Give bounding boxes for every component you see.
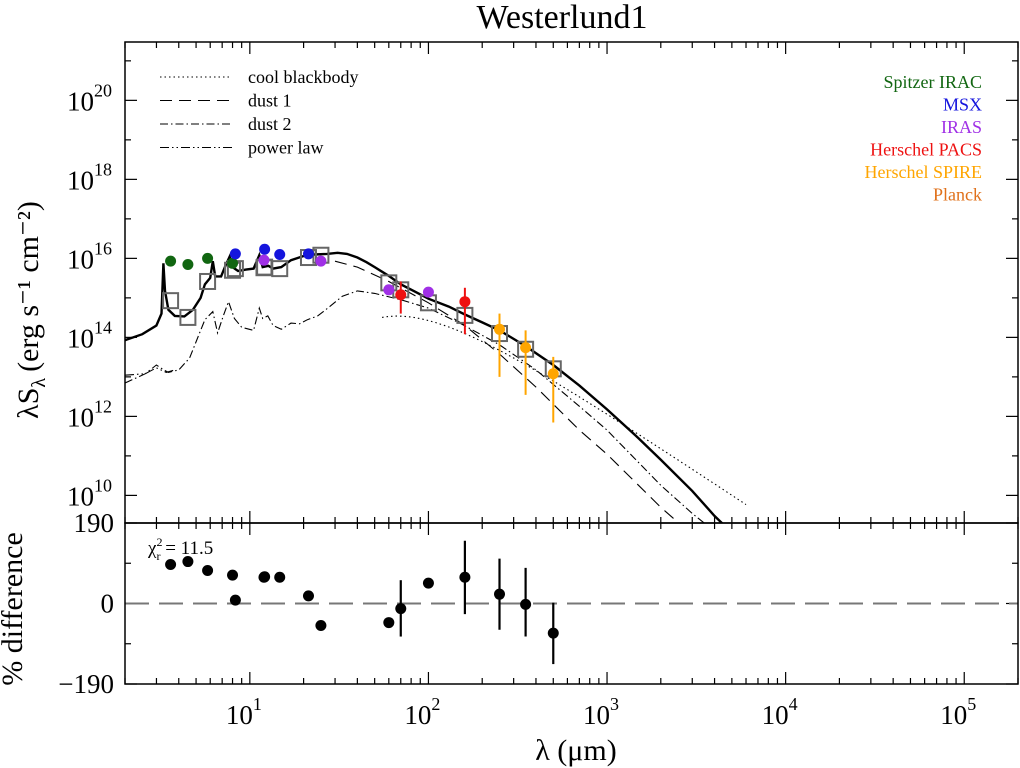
legend-line-label: power law	[248, 138, 323, 158]
sed-axes-ticks	[124, 42, 1019, 523]
residual-point	[395, 603, 407, 615]
residual-point	[259, 571, 271, 583]
model-photometry-square	[199, 272, 217, 290]
model-photometry-square	[271, 260, 289, 278]
dust-2-curve	[125, 290, 706, 523]
observed-point	[459, 296, 471, 308]
y-axis-label: λSλ(erg s⁻¹ cm⁻²)	[12, 201, 50, 419]
instrument-legend-label: IRAS	[941, 117, 982, 137]
instrument-legend-label: Herschel SPIRE	[865, 162, 982, 182]
residual-axes-ticks	[124, 522, 1019, 685]
residual-point	[494, 588, 506, 600]
residual-markers	[165, 540, 559, 665]
observed-point	[422, 286, 434, 298]
legend-line-label: dust 2	[248, 114, 292, 134]
residual-point	[520, 598, 532, 610]
x-tick-label: 101	[226, 694, 262, 730]
sed-y-tick-labels: 1010 1012 1014 1016 1018 1020	[67, 80, 112, 511]
residual-panel: 190 0 −190 χ2r = 11.5 % difference	[0, 508, 1019, 699]
observed-point	[302, 248, 314, 260]
y-tick-label: 1020	[67, 80, 112, 116]
residual-point	[274, 571, 286, 583]
y-tick-label: 1012	[67, 396, 112, 432]
x-tick-label: 103	[583, 694, 619, 730]
residual-point	[202, 564, 214, 576]
observed-point	[182, 258, 194, 270]
observed-point	[395, 289, 407, 301]
model-photometry-markers	[162, 246, 562, 378]
observed-point	[165, 255, 177, 267]
line-style-legend: cool blackbody dust 1 dust 2 power law	[160, 67, 358, 158]
residual-point	[422, 577, 434, 589]
observed-point	[315, 255, 327, 267]
x-tick-label: 105	[940, 694, 976, 730]
power-law-curve	[125, 367, 175, 376]
chart-title: Westerlund1	[477, 0, 648, 36]
residual-point	[229, 594, 241, 606]
instrument-legend-label: MSX	[943, 95, 982, 115]
observed-point	[229, 248, 241, 260]
residual-y-tick-label: −190	[58, 669, 114, 699]
observed-point	[547, 368, 559, 380]
observed-point	[494, 323, 506, 335]
residual-point	[302, 590, 314, 602]
residual-plot-frame	[124, 522, 1019, 685]
dust-1-curve	[334, 260, 680, 523]
residual-y-tick-label: 0	[101, 589, 115, 619]
observed-point	[259, 243, 271, 255]
instrument-legend-label: Spitzer IRAC	[884, 72, 983, 92]
observed-point	[258, 254, 270, 266]
residual-point	[227, 569, 239, 581]
observed-photometry-markers	[165, 243, 559, 423]
observed-point	[520, 342, 532, 354]
y-tick-label: 1018	[67, 159, 112, 195]
residual-y-axis-label: % difference	[0, 532, 29, 686]
residual-y-tick-label: 190	[74, 508, 115, 538]
observed-point	[383, 284, 395, 296]
instrument-legend-label: Planck	[933, 185, 982, 205]
x-axis-label: λ (μm)	[535, 734, 616, 767]
residual-point	[547, 627, 559, 639]
instrument-legend-label: Herschel PACS	[870, 140, 982, 160]
legend-line-label: dust 1	[248, 91, 292, 111]
observed-point	[274, 249, 286, 261]
cool-blackbody-curve	[382, 315, 747, 506]
x-tick-label: 102	[404, 694, 440, 730]
residual-point	[459, 571, 471, 583]
y-tick-label: 1010	[67, 475, 112, 511]
legend-line-label: cool blackbody	[248, 67, 358, 87]
model-photometry-square	[162, 292, 180, 310]
residual-point	[383, 617, 395, 629]
x-tick-label: 104	[762, 694, 798, 730]
y-tick-label: 1014	[67, 317, 112, 353]
observed-point	[227, 257, 239, 269]
chi-squared-annotation: χ2 r = 11.5	[147, 535, 213, 563]
residual-y-tick-labels: 190 0 −190	[58, 508, 114, 699]
y-tick-label: 1016	[67, 238, 112, 274]
sed-panel: 1010 1012 1014 1016 1018 1020 cool blackbody d…	[12, 41, 1019, 524]
x-tick-labels: 101 102 103 104 105	[226, 694, 976, 730]
observed-point	[202, 252, 214, 264]
model-photometry-square	[179, 308, 197, 326]
residual-point	[165, 559, 177, 571]
residual-point	[315, 620, 327, 632]
residual-point	[182, 556, 194, 568]
total-model-curve	[125, 251, 724, 523]
